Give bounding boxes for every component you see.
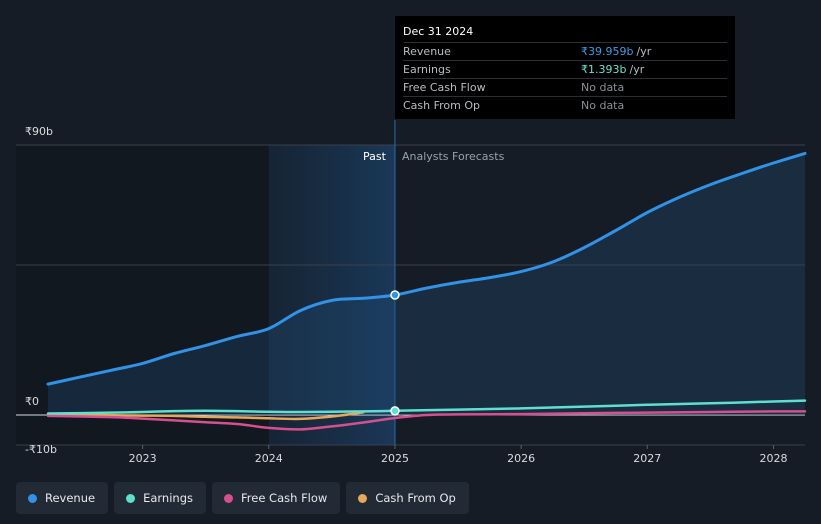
chart-tooltip: Dec 31 2024 Revenue ₹39.959b/yr Earnings… — [395, 16, 735, 119]
legend-label: Revenue — [45, 491, 96, 505]
highlight-point — [390, 406, 400, 416]
legend-dot-icon — [126, 493, 136, 503]
chart-legend: Revenue Earnings Free Cash Flow Cash Fro… — [16, 482, 469, 516]
legend-item-revenue[interactable]: Revenue — [16, 482, 109, 514]
tooltip-label: Free Cash Flow — [403, 81, 486, 94]
tooltip-date: Dec 31 2024 — [403, 25, 474, 38]
legend-item-free-cash-flow[interactable]: Free Cash Flow — [212, 482, 341, 514]
revenue-area — [48, 153, 805, 415]
legend-label: Earnings — [143, 491, 193, 505]
x-tick-label: 2028 — [759, 452, 787, 465]
legend-dot-icon — [358, 493, 368, 503]
legend-label: Free Cash Flow — [241, 491, 328, 505]
tooltip-unit: /yr — [636, 45, 652, 58]
y-tick-label: ₹0 — [25, 395, 39, 408]
highlight-point — [390, 290, 400, 300]
past-highlight-band — [268, 145, 395, 445]
tooltip-value: ₹1.393b — [581, 63, 627, 76]
series-line-free-cash-flow — [46, 410, 807, 431]
legend-item-earnings[interactable]: Earnings — [114, 482, 206, 514]
series-line-cash-from-op — [46, 411, 365, 421]
y-tick-label: -₹10b — [25, 443, 57, 456]
legend-label: Cash From Op — [375, 491, 456, 505]
tooltip-row-revenue: Revenue ₹39.959b/yr — [403, 42, 727, 60]
x-tick-label: 2026 — [507, 452, 535, 465]
forecast-label: Analysts Forecasts — [402, 150, 505, 163]
tooltip-label: Revenue — [403, 45, 451, 58]
tooltip-label: Earnings — [403, 63, 451, 76]
x-tick-label: 2025 — [381, 452, 409, 465]
y-tick-label: ₹90b — [25, 125, 53, 138]
x-tick-label: 2027 — [633, 452, 661, 465]
tooltip-row-free-cash-flow: Free Cash Flow No data — [403, 78, 727, 96]
series-line-revenue — [46, 151, 807, 386]
legend-dot-icon — [28, 493, 37, 503]
series-line-earnings — [46, 399, 807, 415]
x-tick-label: 2023 — [129, 452, 157, 465]
tooltip-row-cash-from-op: Cash From Op No data — [403, 96, 727, 114]
past-label: Past — [363, 150, 387, 163]
tooltip-value: ₹39.959b — [581, 45, 634, 58]
tooltip-unit: /yr — [629, 63, 645, 76]
tooltip-row-earnings: Earnings ₹1.393b/yr — [403, 60, 727, 78]
legend-dot-icon — [224, 493, 233, 503]
x-tick-label: 2024 — [255, 452, 283, 465]
legend-item-cash-from-op[interactable]: Cash From Op — [346, 482, 469, 514]
tooltip-value: No data — [581, 99, 625, 112]
tooltip-value: No data — [581, 81, 625, 94]
tooltip-label: Cash From Op — [403, 99, 481, 112]
